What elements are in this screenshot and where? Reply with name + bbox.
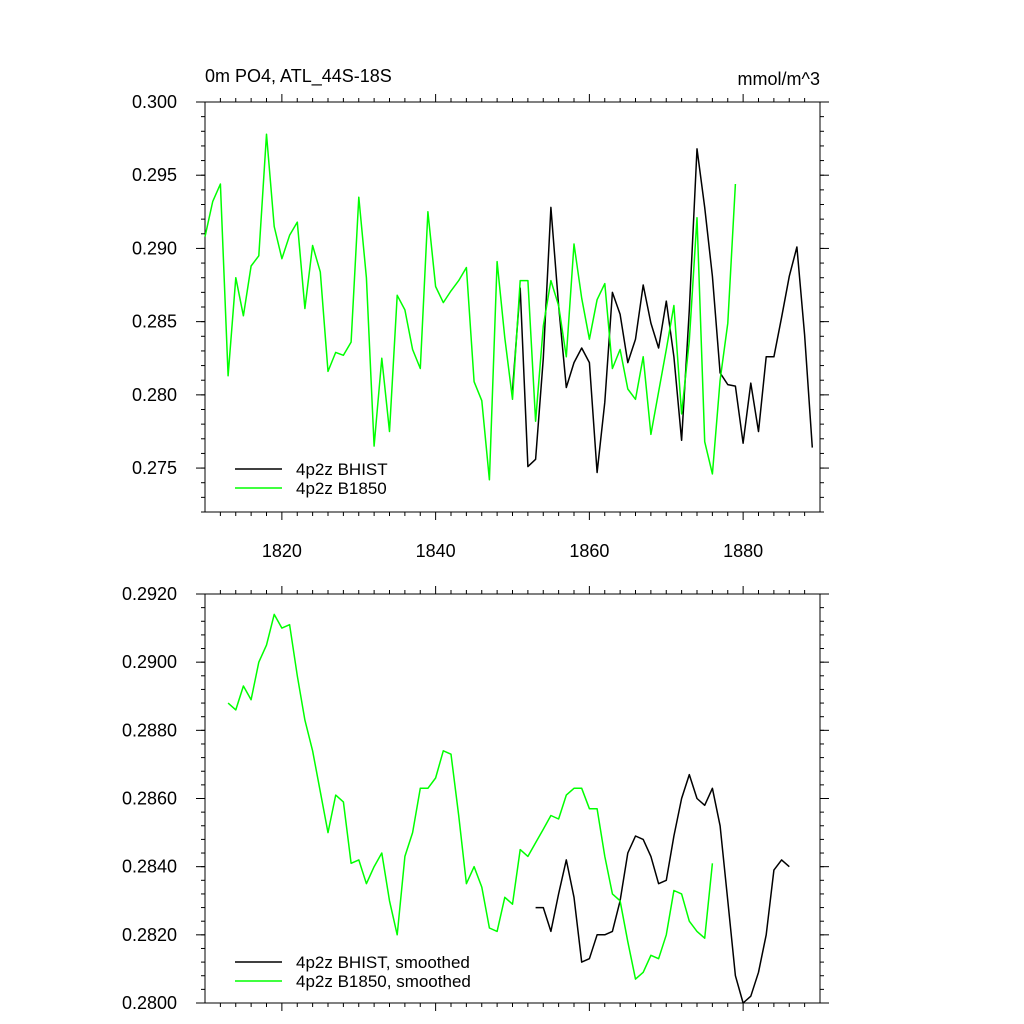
y-tick-label: 0.285 bbox=[132, 312, 177, 332]
plot-frame bbox=[204, 593, 821, 1004]
units-label: mmol/m^3 bbox=[738, 69, 820, 89]
y-tick-label: 0.280 bbox=[132, 385, 177, 405]
y-tick-label: 0.2840 bbox=[122, 857, 177, 877]
x-tick-label: 1860 bbox=[569, 541, 609, 561]
chart-title: 0m PO4, ATL_44S-18S bbox=[205, 66, 392, 87]
x-tick-label: 1840 bbox=[416, 541, 456, 561]
top-panel: 0m PO4, ATL_44S-18S mmol/m^3 1820 1840 186… bbox=[132, 66, 829, 561]
y-tick-label: 0.290 bbox=[132, 238, 177, 258]
y-tick-label: 0.2800 bbox=[122, 993, 177, 1013]
y-tick-label: 0.275 bbox=[132, 458, 177, 478]
y-tick-label: 0.300 bbox=[132, 92, 177, 112]
y-tick-label: 0.2920 bbox=[122, 584, 177, 604]
x-tick-label: 1880 bbox=[723, 541, 763, 561]
y-tick-label: 0.2900 bbox=[122, 652, 177, 672]
series-line bbox=[204, 133, 737, 481]
y-tick-label: 0.295 bbox=[132, 165, 177, 185]
series-line bbox=[535, 773, 790, 1004]
bottom-panel: 0.2800 0.2820 0.2840 0.2860 0.2880 0.2900 0.29… bbox=[122, 584, 829, 1013]
series-line bbox=[511, 148, 814, 474]
x-tick-label: 1820 bbox=[262, 541, 302, 561]
legend-label: 4p2z BHIST, smoothed bbox=[296, 953, 470, 972]
y-tick-label: 0.2820 bbox=[122, 925, 177, 945]
series-line bbox=[227, 613, 714, 980]
y-tick-label: 0.2880 bbox=[122, 720, 177, 740]
legend-label: 4p2z B1850 bbox=[296, 479, 387, 498]
legend-label: 4p2z B1850, smoothed bbox=[296, 972, 471, 991]
plot-frame bbox=[204, 101, 821, 513]
legend-label: 4p2z BHIST bbox=[296, 460, 388, 479]
y-tick-label: 0.2860 bbox=[122, 789, 177, 809]
